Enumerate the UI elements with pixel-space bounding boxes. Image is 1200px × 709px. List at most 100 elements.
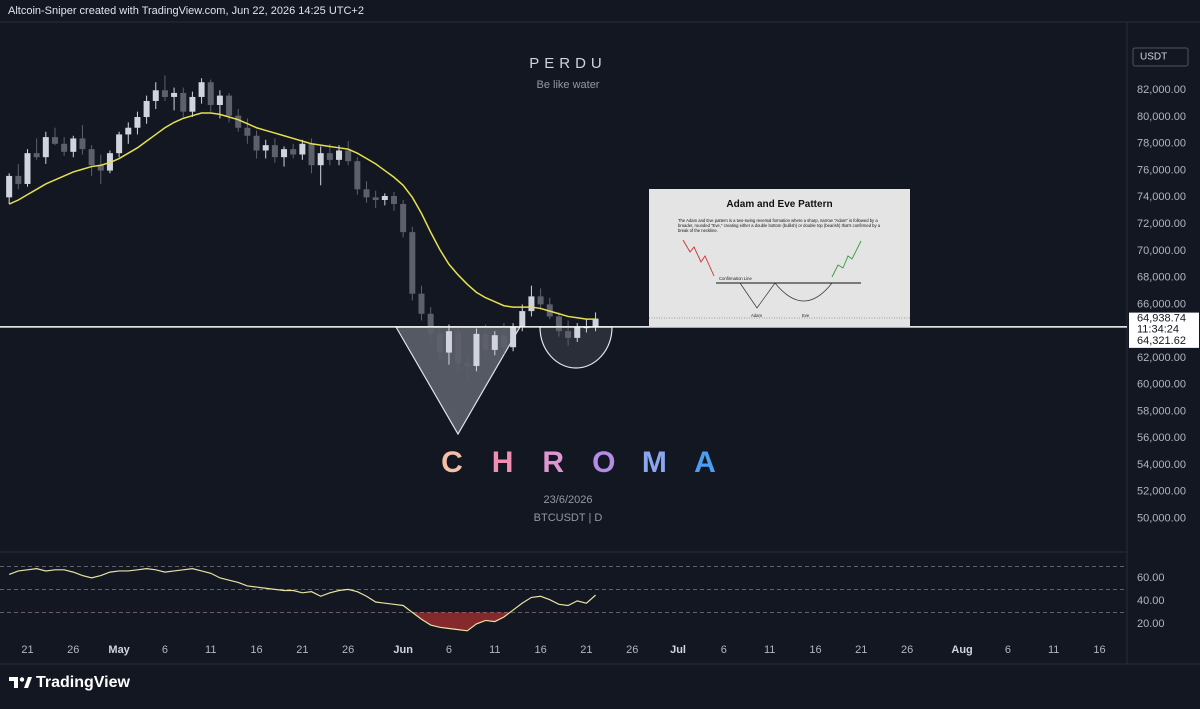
- eve-label: Eve: [802, 313, 810, 318]
- eve-shape: [774, 282, 833, 302]
- candle-body: [409, 232, 416, 294]
- candle-body: [418, 293, 425, 314]
- y-tick-label: 60.00: [1137, 572, 1165, 584]
- watermark-letter: O: [592, 446, 615, 479]
- candle-body: [161, 90, 168, 97]
- candle-body: [565, 331, 572, 338]
- tradingview-logo: [9, 677, 32, 688]
- candle-body: [381, 195, 388, 201]
- candle-body: [363, 189, 370, 198]
- watermark-symbol: BTCUSDT | D: [534, 512, 603, 524]
- x-tick-label: 21: [580, 644, 592, 656]
- moving-average: [8, 112, 596, 320]
- eve-arc: [539, 326, 613, 369]
- candle-body: [171, 92, 178, 97]
- candle-body: [500, 335, 507, 348]
- adam-label: Adam: [751, 313, 762, 318]
- x-tick-label: 16: [534, 644, 546, 656]
- inset-description: The Adam and Eve pattern is a two-swing …: [678, 218, 881, 233]
- candle-body: [555, 316, 562, 332]
- x-tick-label: 21: [21, 644, 33, 656]
- candle-body: [143, 100, 150, 118]
- watermark-letter: H: [492, 446, 514, 479]
- candle-body: [226, 95, 233, 116]
- logo-part: [24, 677, 32, 688]
- candle-body: [6, 175, 13, 198]
- candle-body: [574, 327, 581, 338]
- y-tick-label: 68,000.00: [1137, 272, 1186, 284]
- y-tick-label: 50,000.00: [1137, 512, 1186, 524]
- candle-body: [235, 115, 242, 128]
- candle-body: [336, 150, 343, 160]
- candle-body: [79, 138, 86, 150]
- candle-body: [299, 143, 306, 155]
- inset-diagram: Confirmation Line Adam Eve: [649, 239, 910, 319]
- candle-body: [281, 149, 288, 158]
- candle-body: [253, 135, 260, 151]
- confirmation-label: Confirmation Line: [719, 276, 752, 281]
- watermark-letter: C: [441, 446, 463, 479]
- hline-price-label: 64,321.62: [1137, 335, 1186, 347]
- candle-body: [198, 82, 205, 97]
- x-tick-label: 11: [1048, 644, 1059, 656]
- candle-body: [427, 313, 434, 334]
- y-tick-label: 70,000.00: [1137, 245, 1186, 257]
- candle-body: [42, 137, 49, 158]
- inset-title: Adam and Eve Pattern: [726, 199, 833, 210]
- logo-part: [19, 677, 25, 682]
- x-tick-label: Jul: [670, 644, 686, 656]
- y-tick-label: 74,000.00: [1137, 191, 1186, 203]
- candle-body: [24, 153, 31, 184]
- x-tick-label: 6: [1005, 644, 1011, 656]
- x-tick-label: 6: [446, 644, 452, 656]
- candle-body: [152, 90, 159, 101]
- x-tick-label: 21: [296, 644, 308, 656]
- x-tick-label: 26: [901, 644, 913, 656]
- x-tick-label: 16: [250, 644, 262, 656]
- candle-body: [400, 204, 407, 233]
- y-tick-label: 82,000.00: [1137, 84, 1186, 96]
- x-tick-label: 11: [205, 644, 216, 656]
- watermark-date: 23/6/2026: [544, 494, 593, 506]
- y-tick-label: 66,000.00: [1137, 298, 1186, 310]
- candle-body: [207, 82, 214, 105]
- countdown: 11:34:24: [1137, 324, 1179, 336]
- candle-body: [290, 149, 297, 155]
- y-tick-label: 72,000.00: [1137, 218, 1186, 230]
- y-tick-label: 76,000.00: [1137, 164, 1186, 176]
- x-tick-label: 6: [162, 644, 168, 656]
- candle-body: [510, 327, 517, 348]
- candle-body: [583, 327, 590, 329]
- x-tick-label: 16: [1093, 644, 1105, 656]
- candle-body: [372, 197, 379, 201]
- y-tick-label: 20.00: [1137, 618, 1165, 630]
- candle-body: [88, 149, 95, 166]
- candle-body: [116, 134, 123, 154]
- candle-body: [244, 127, 251, 136]
- candle-body: [33, 153, 40, 158]
- candle-body: [134, 117, 141, 128]
- candle-body: [455, 331, 462, 364]
- y-tick-label: 78,000.00: [1137, 138, 1186, 150]
- candle-body: [491, 335, 498, 350]
- candle-body: [97, 165, 104, 171]
- candle-body: [308, 143, 315, 166]
- y-tick-label: 40.00: [1137, 595, 1165, 607]
- last-price-label: 64,938.74: [1137, 313, 1186, 325]
- candle-body: [345, 150, 352, 162]
- candle-body: [51, 137, 58, 144]
- candle-body: [519, 311, 526, 328]
- watermark-letter: M: [642, 446, 667, 479]
- candle-body: [180, 92, 187, 112]
- x-tick-label: 11: [489, 644, 500, 656]
- candle-body: [15, 175, 22, 184]
- watermark-title: PERDU: [529, 55, 607, 72]
- watermark-letter: A: [694, 446, 716, 479]
- x-tick-label: 6: [721, 644, 727, 656]
- candle-body: [61, 143, 68, 152]
- candle-body: [70, 138, 77, 152]
- candle-body: [390, 195, 397, 205]
- x-tick-label: Aug: [951, 644, 972, 656]
